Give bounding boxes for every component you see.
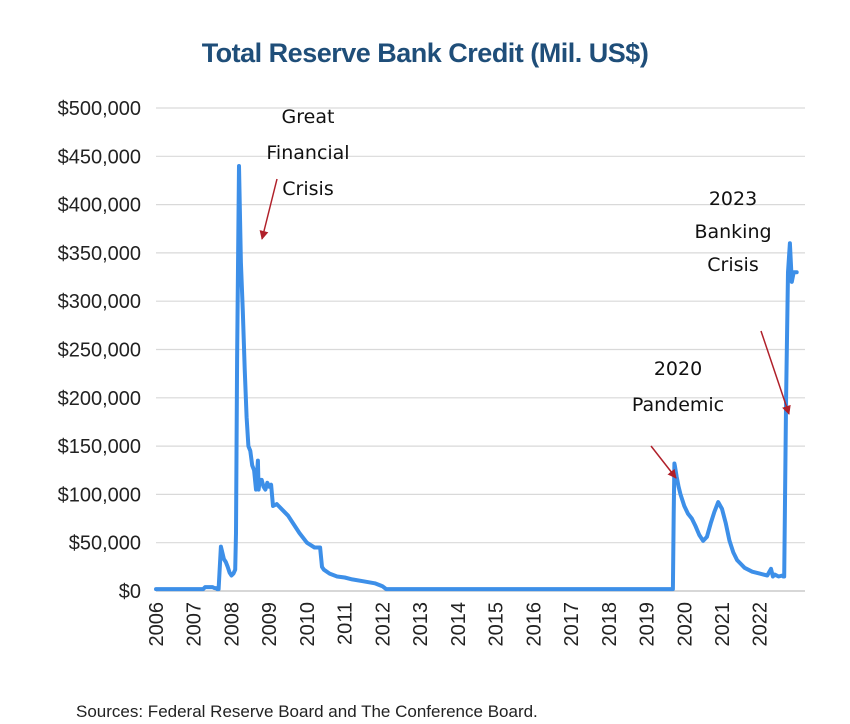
x-tick-label: 2014 [448,602,470,647]
y-tick-label: $100,000 [58,484,141,506]
annotation-text: Great [282,106,335,128]
source-note: Sources: Federal Reserve Board and The C… [76,702,538,721]
x-tick-label: 2016 [523,602,545,647]
y-tick-label: $150,000 [58,436,141,458]
x-tick-label: 2013 [410,602,432,647]
x-tick-label: 2007 [184,602,206,647]
x-tick-label: 2018 [599,602,621,647]
x-tick-label: 2012 [372,602,394,647]
y-tick-label: $0 [119,581,141,603]
y-tick-label: $350,000 [58,243,141,265]
y-tick-label: $500,000 [58,98,141,120]
y-tick-label: $50,000 [69,533,141,555]
annotation-text: Pandemic [632,394,724,416]
y-tick-label: $200,000 [58,388,141,410]
x-tick-label: 2009 [259,602,281,647]
annotation-text: 2023 [709,188,757,210]
x-tick-label: 2006 [146,602,168,647]
x-tick-label: 2011 [335,602,357,645]
y-tick-label: $300,000 [58,291,141,313]
x-tick-label: 2015 [486,602,508,647]
x-tick-label: 2021 [712,602,734,647]
annotation-arrow [259,178,278,240]
chart-title: Total Reserve Bank Credit (Mil. US$) [201,38,649,68]
y-tick-label: $400,000 [58,195,141,217]
annotation-text: Financial [266,142,349,164]
y-tick-label: $450,000 [58,146,141,168]
x-tick-label: 2010 [297,602,319,647]
x-tick-label: 2022 [750,602,772,647]
annotation-text: Crisis [282,178,333,200]
x-tick-label: 2008 [221,602,243,647]
annotation-text: Banking [694,221,771,243]
annotation-arrow [760,330,791,415]
annotation-text: Crisis [707,254,758,276]
annotation-text: 2020 [654,358,702,380]
x-tick-label: 2019 [637,602,659,647]
y-tick-label: $250,000 [58,340,141,362]
x-tick-label: 2017 [561,602,583,647]
series-line [154,164,799,592]
annotation-arrow [650,445,677,479]
x-tick-label: 2020 [674,602,696,647]
